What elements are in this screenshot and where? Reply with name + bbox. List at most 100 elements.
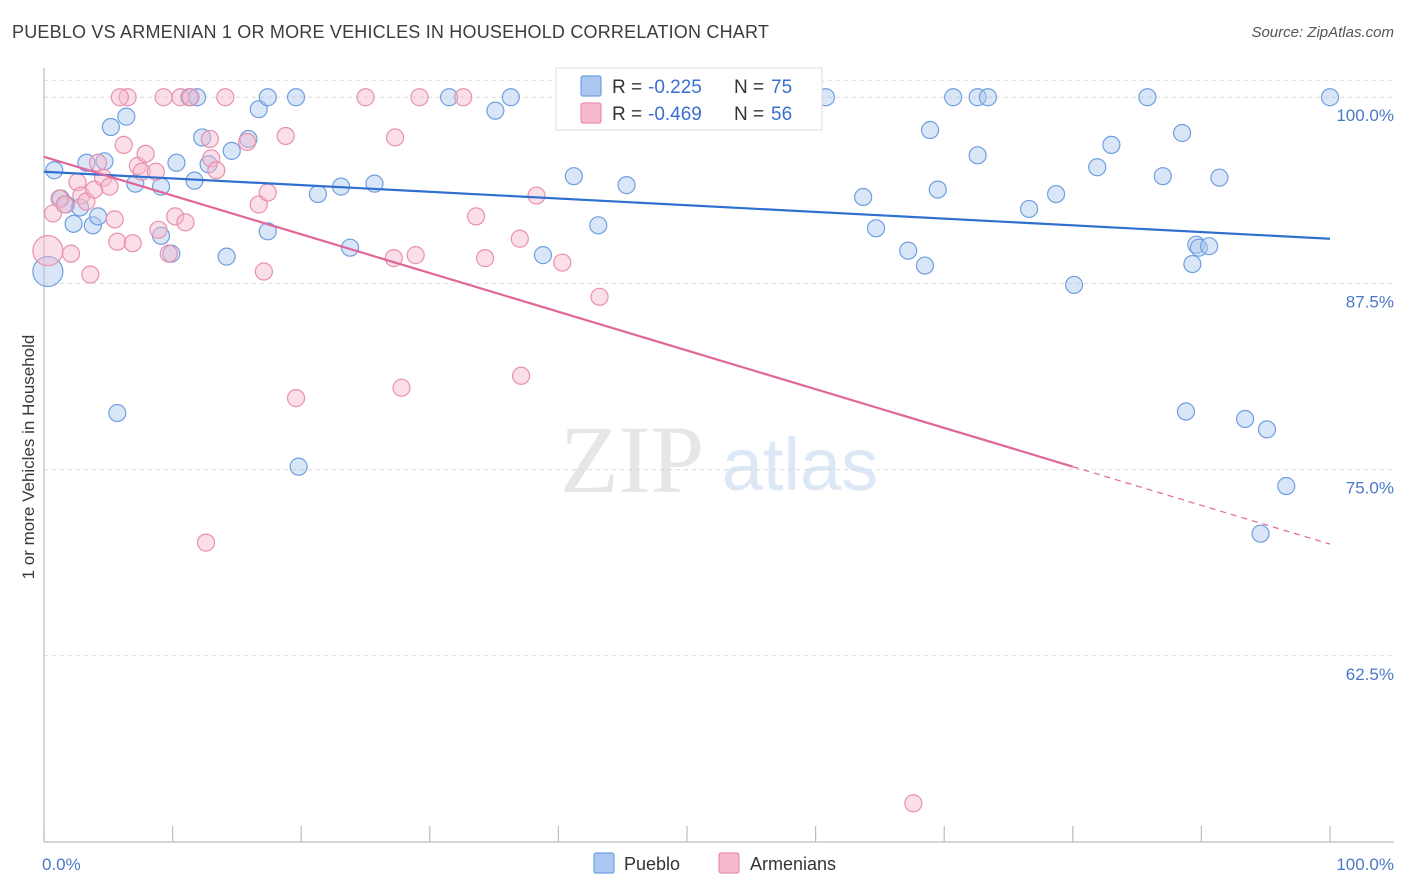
pueblo-point (1019, 199, 1039, 219)
pueblo-point (1138, 88, 1157, 107)
armenian-point (904, 794, 923, 813)
pueblo-point (308, 184, 328, 204)
pueblo-point (1277, 476, 1296, 496)
stats-armenians-n-label: N = (734, 104, 764, 125)
x-tick-label-min: 0.0% (42, 855, 81, 874)
armenian-point (553, 253, 572, 272)
pueblo-point (968, 88, 987, 107)
stats-pueblo-r-label: R = (612, 77, 642, 98)
armenian-point (392, 378, 411, 397)
armenian-point (108, 232, 127, 251)
pueblo-point (978, 88, 998, 107)
pueblo-point (899, 241, 918, 260)
armenian-point (590, 287, 609, 306)
armenian-trend-extension (1072, 466, 1331, 545)
armenian-point (200, 129, 219, 149)
pueblo-point (944, 88, 963, 107)
armenian-point (55, 195, 74, 214)
armenian-point (149, 220, 168, 239)
pueblo-point (866, 219, 886, 238)
chart-title: PUEBLO VS ARMENIAN 1 OR MORE VEHICLES IN… (12, 22, 770, 42)
pueblo-point (1183, 254, 1202, 274)
armenian-point (527, 186, 546, 205)
pueblo-point (88, 207, 108, 226)
pueblo-point (64, 214, 83, 233)
source-label: Source: ZipAtlas.com (1251, 24, 1394, 41)
pueblo-point (854, 187, 873, 207)
pueblo-point (501, 88, 520, 107)
armenian-point (81, 265, 100, 284)
armenian-point (254, 262, 274, 281)
armenian-point (466, 207, 486, 226)
legend-label-armenians: Armenians (750, 854, 836, 874)
legend-swatch-pueblo (593, 852, 615, 874)
armenian-point (286, 389, 306, 408)
x-tick-label-max: 100.0% (1336, 855, 1394, 874)
armenian-point (181, 88, 200, 107)
armenian-point (110, 88, 129, 107)
pueblo-point (83, 216, 102, 235)
pueblo-point (117, 107, 136, 126)
armenian-point (171, 88, 190, 107)
armenian-point (114, 135, 133, 155)
pueblo-point (217, 247, 236, 266)
pueblo-point (1210, 168, 1229, 187)
armenian-point (202, 149, 221, 168)
armenian-point (406, 246, 425, 265)
stats-armenians-r-value: -0.469 (648, 104, 702, 125)
pueblo-point (1102, 135, 1121, 155)
pueblo-point (1046, 184, 1066, 204)
armenian-point (410, 88, 429, 107)
legend-label-pueblo: Pueblo (624, 854, 680, 874)
armenian-point (238, 132, 257, 152)
armenian-point (32, 235, 64, 267)
pueblo-point (564, 167, 583, 186)
pueblo-point (968, 146, 987, 165)
pueblo-trend-line (43, 170, 1331, 240)
pueblo-point (1173, 123, 1192, 143)
stats-armenians-r-label: R = (612, 104, 642, 125)
y-axis-label: 1 or more Vehicles in Household (19, 335, 38, 580)
pueblo-point (222, 141, 241, 160)
legend-swatch-armenians (718, 852, 740, 874)
y-tick-label: 62.5% (1346, 665, 1394, 684)
pueblo-point (193, 128, 212, 147)
y-tick-label: 75.0% (1346, 479, 1394, 498)
pueblo-point (439, 88, 459, 107)
stats-box: R = -0.225 N = 75 R = -0.469 N = 56 (555, 67, 823, 131)
armenian-point (258, 183, 277, 202)
armenian-point (385, 128, 405, 147)
pueblo-point (108, 403, 127, 423)
pueblo-point (1257, 420, 1277, 439)
pueblo-point (258, 222, 277, 241)
pueblo-point (101, 117, 120, 137)
stats-pueblo-n-value: 75 (771, 77, 792, 98)
pueblo-point (289, 457, 308, 476)
pueblo-point (1200, 237, 1219, 256)
armenian-point (118, 88, 137, 107)
armenian-point (100, 177, 119, 196)
stats-armenians-n-value: 56 (771, 104, 792, 125)
pueblo-point (915, 256, 935, 275)
pueblo-point (589, 216, 608, 235)
armenian-point (276, 126, 295, 146)
stats-pueblo-r-value: -0.225 (648, 77, 702, 98)
watermark-atlas: atlas (722, 423, 878, 506)
armenian-point (475, 249, 495, 268)
armenian-point (136, 144, 155, 163)
armenian-point (123, 234, 142, 253)
armenian-point (216, 88, 235, 107)
pueblo-point (617, 176, 636, 195)
armenian-point (176, 213, 195, 232)
armenian-point (512, 366, 531, 385)
legend: Pueblo Armenians (593, 852, 836, 874)
armenian-point (207, 161, 226, 180)
pueblo-point (1176, 402, 1196, 421)
stats-pueblo-n-label: N = (734, 77, 764, 98)
pueblo-point (45, 161, 64, 180)
armenian-point (510, 229, 529, 248)
pueblo-point (1088, 158, 1107, 177)
armenian-point (454, 88, 473, 107)
armenian-point (196, 533, 216, 552)
